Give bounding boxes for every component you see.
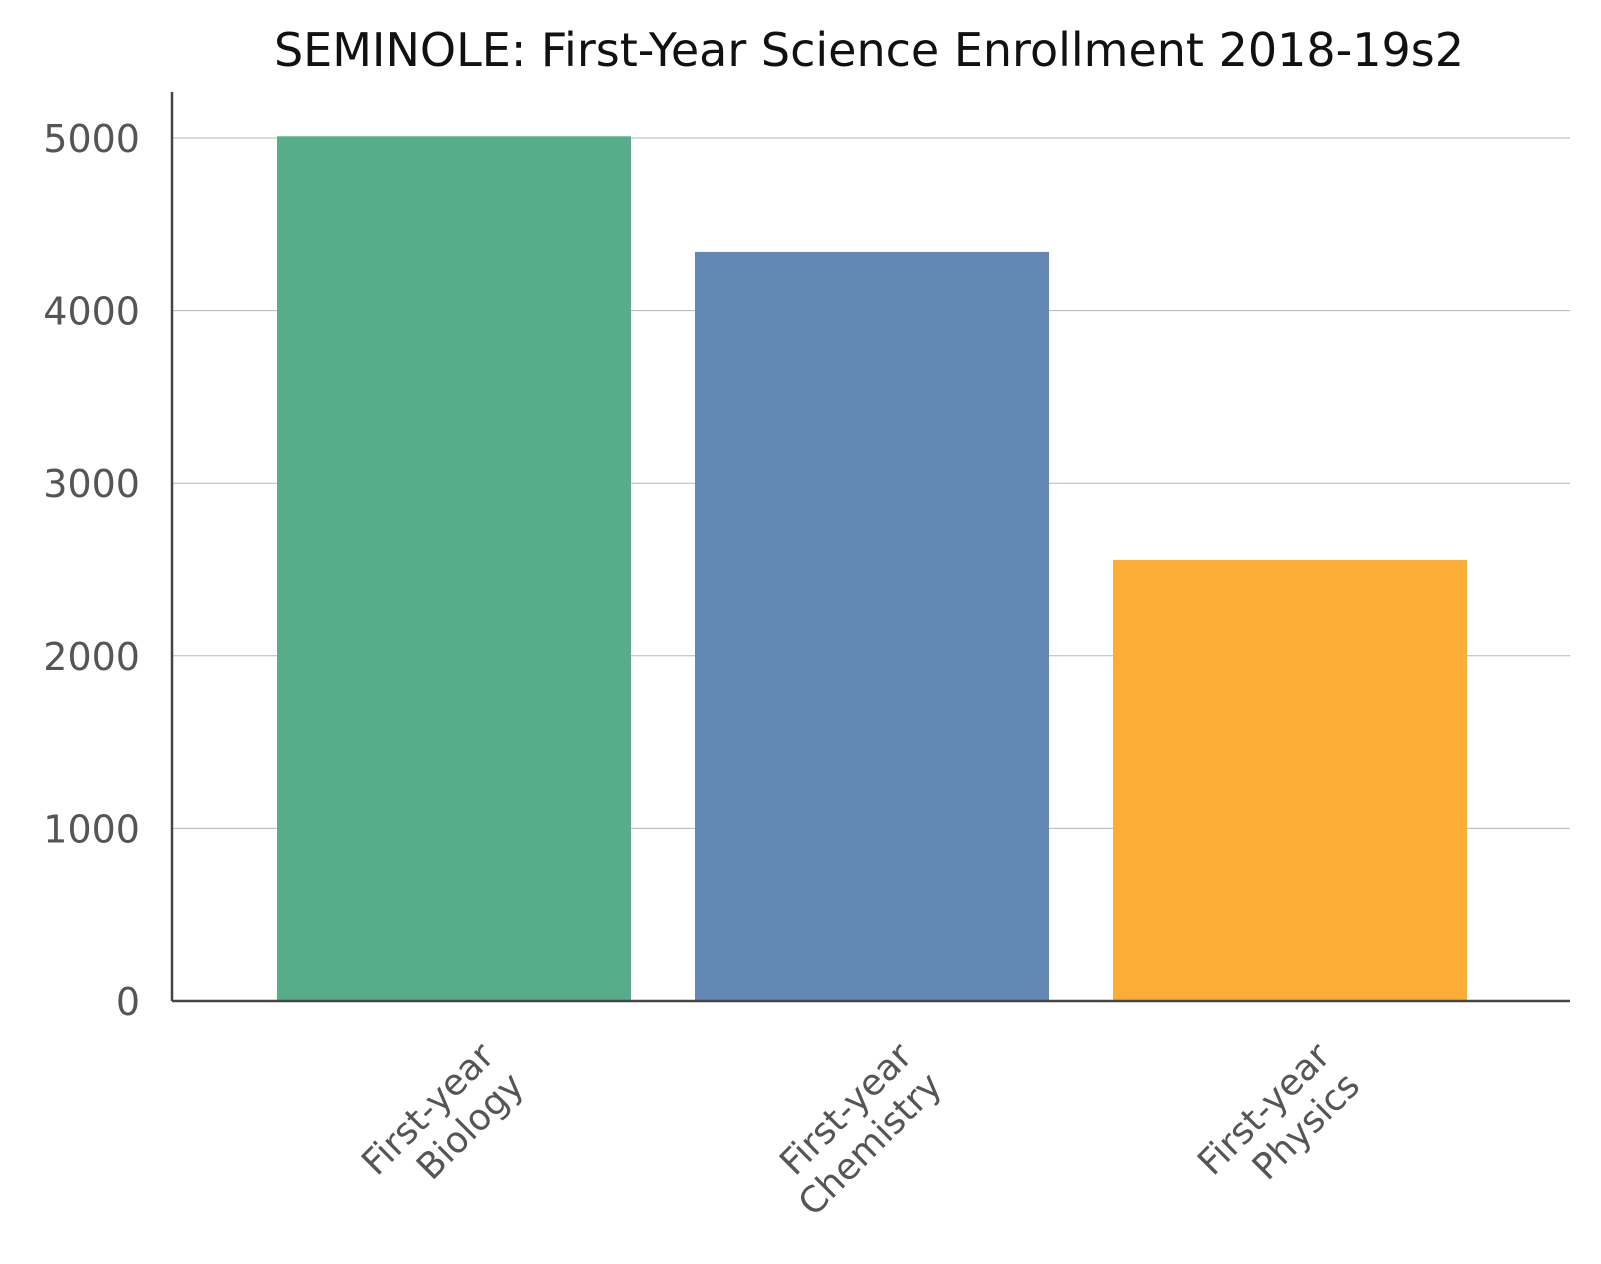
y-tick-label: 1000 [43, 807, 140, 851]
y-tick-labels: 0 1000 2000 3000 4000 5000 [43, 117, 140, 1024]
y-tick-label: 4000 [43, 290, 140, 334]
bars [277, 136, 1467, 1002]
y-tick-label: 0 [116, 980, 140, 1024]
y-tick-label: 5000 [43, 117, 140, 161]
chart-title: SEMINOLE: First-Year Science Enrollment … [274, 23, 1464, 77]
y-tick-label: 2000 [43, 635, 140, 679]
axes [170, 92, 1570, 1003]
bar-physics [1113, 560, 1467, 1001]
y-tick-label: 3000 [43, 462, 140, 506]
bar-chemistry [695, 251, 1049, 1001]
bar-biology [277, 136, 631, 1002]
